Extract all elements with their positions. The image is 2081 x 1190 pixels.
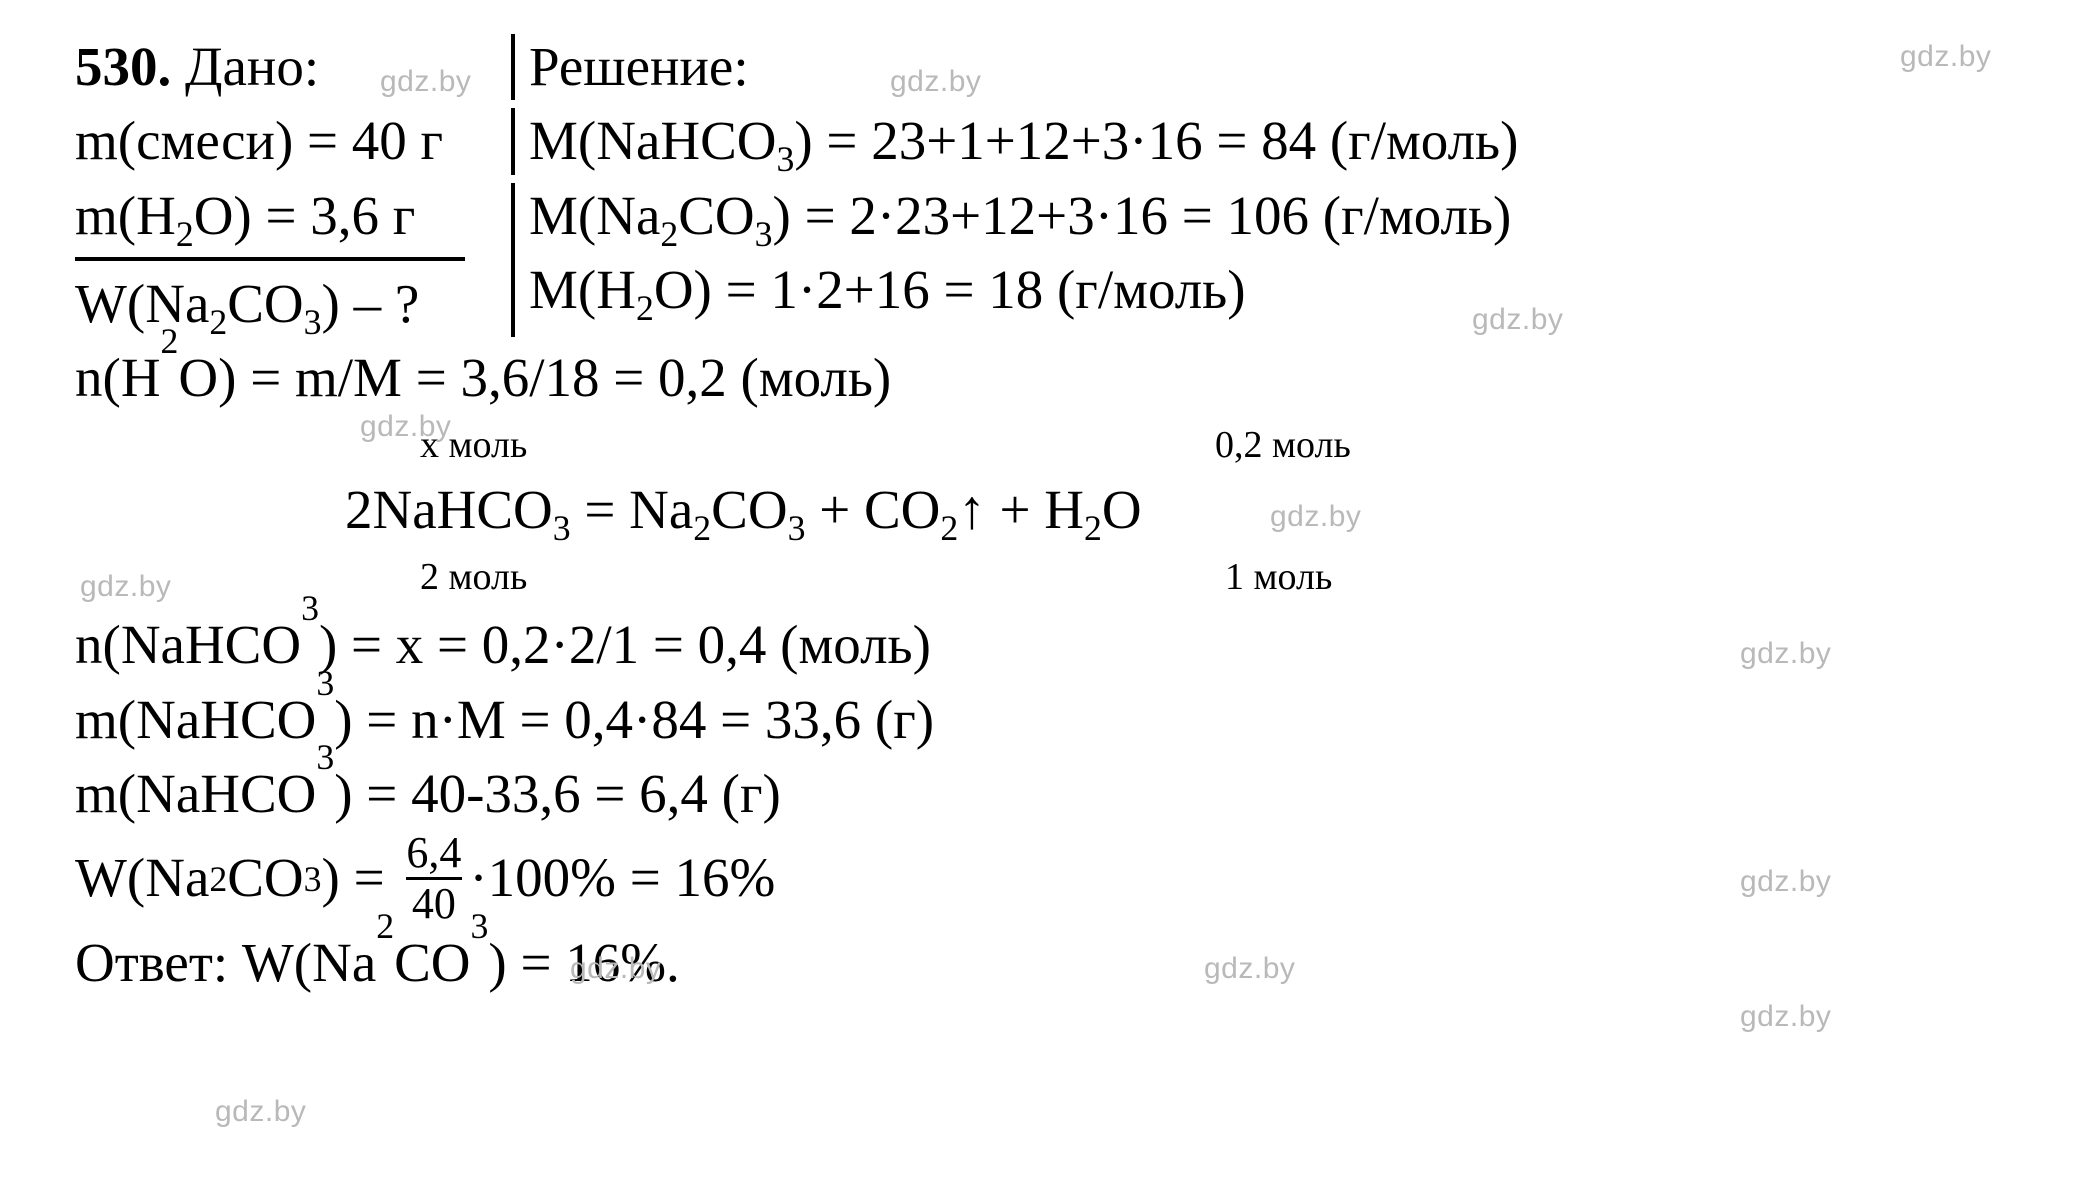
fraction: 6,4 40: [404, 831, 463, 926]
problem-number: 530.: [75, 36, 171, 97]
fraction-num: 6,4: [404, 831, 463, 877]
chemistry-solution: 530. Дано: Решение: m(смеси) = 40 г M(Na…: [75, 30, 2035, 1000]
given-unknown: W(Na2CO3) – ?: [75, 267, 505, 341]
answer-line: Ответ: W(Na2CO3) = 16%.: [75, 926, 2035, 1000]
eq-above-right: 0,2 моль: [1215, 423, 1351, 467]
row-2: m(смеси) = 40 г M(NaHCO3) = 23+1+12+3·16…: [75, 104, 2035, 178]
fraction-suffix: ·100% = 16%: [469, 841, 775, 915]
fraction-den: 40: [406, 877, 462, 926]
given-hrule: [75, 257, 465, 261]
calc-line-1: n(NaHCO3) = x = 0,2·2/1 = 0,4 (моль): [75, 608, 2035, 682]
calc-line-2: m(NaHCO3) = n·M = 0,4·84 = 33,6 (г): [75, 683, 2035, 757]
calc-line-3: m(NaHCO3) = 40-33,6 = 6,4 (г): [75, 757, 2035, 831]
reaction-equation: х моль 0,2 моль 2NaHCO3 = Na2CO3 + CO2↑ …: [345, 423, 2035, 608]
vertical-rule: [511, 183, 515, 338]
eq-above-left: х моль: [420, 423, 527, 467]
vertical-rule: [511, 34, 515, 100]
n-h2o-line: n(H2O) = m/M = 3,6/18 = 0,2 (моль): [75, 341, 2035, 415]
given-line-1: m(смеси) = 40 г: [75, 104, 505, 178]
eq-main: 2NaHCO3 = Na2CO3 + CO2↑ + H2O: [345, 478, 1142, 541]
molar-mass-2: M(Na2CO3) = 2·23+12+3·16 = 106 (г/моль): [529, 179, 2035, 253]
given-heading: Дано:: [185, 36, 319, 97]
watermark: gdz.by: [215, 1095, 306, 1129]
eq-below-left: 2 моль: [420, 555, 527, 599]
molar-mass-1: M(NaHCO3) = 23+1+12+3·16 = 84 (г/моль): [529, 104, 2035, 178]
row-1: 530. Дано: Решение:: [75, 30, 2035, 104]
row-3: m(H2O) = 3,6 г W(Na2CO3) – ? M(Na2CO3) =…: [75, 179, 2035, 342]
given-line-2: m(H2O) = 3,6 г: [75, 179, 505, 253]
molar-mass-3: M(H2O) = 1·2+16 = 18 (г/моль): [529, 253, 2035, 327]
watermark: gdz.by: [1740, 1000, 1831, 1034]
eq-below-right: 1 моль: [1225, 555, 1332, 599]
solution-heading: Решение:: [529, 30, 2035, 104]
vertical-rule: [511, 108, 515, 174]
mass-fraction-line: W(Na2CO3) = 6,4 40 ·100% = 16%: [75, 831, 2035, 926]
